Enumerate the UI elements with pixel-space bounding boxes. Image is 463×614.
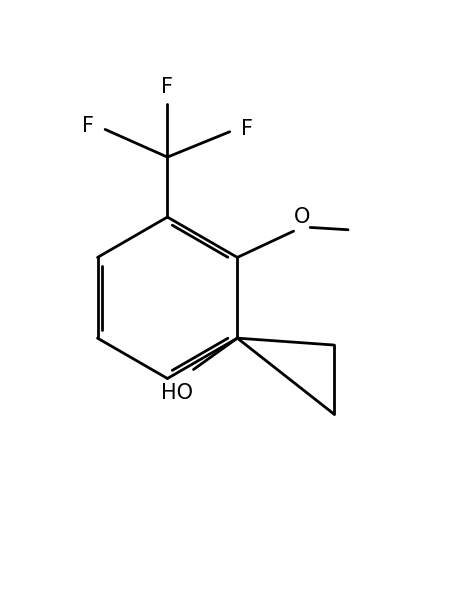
Text: HO: HO — [161, 384, 193, 403]
Text: O: O — [293, 208, 309, 227]
Text: F: F — [161, 77, 173, 96]
Text: F: F — [241, 120, 253, 139]
Text: F: F — [81, 116, 94, 136]
